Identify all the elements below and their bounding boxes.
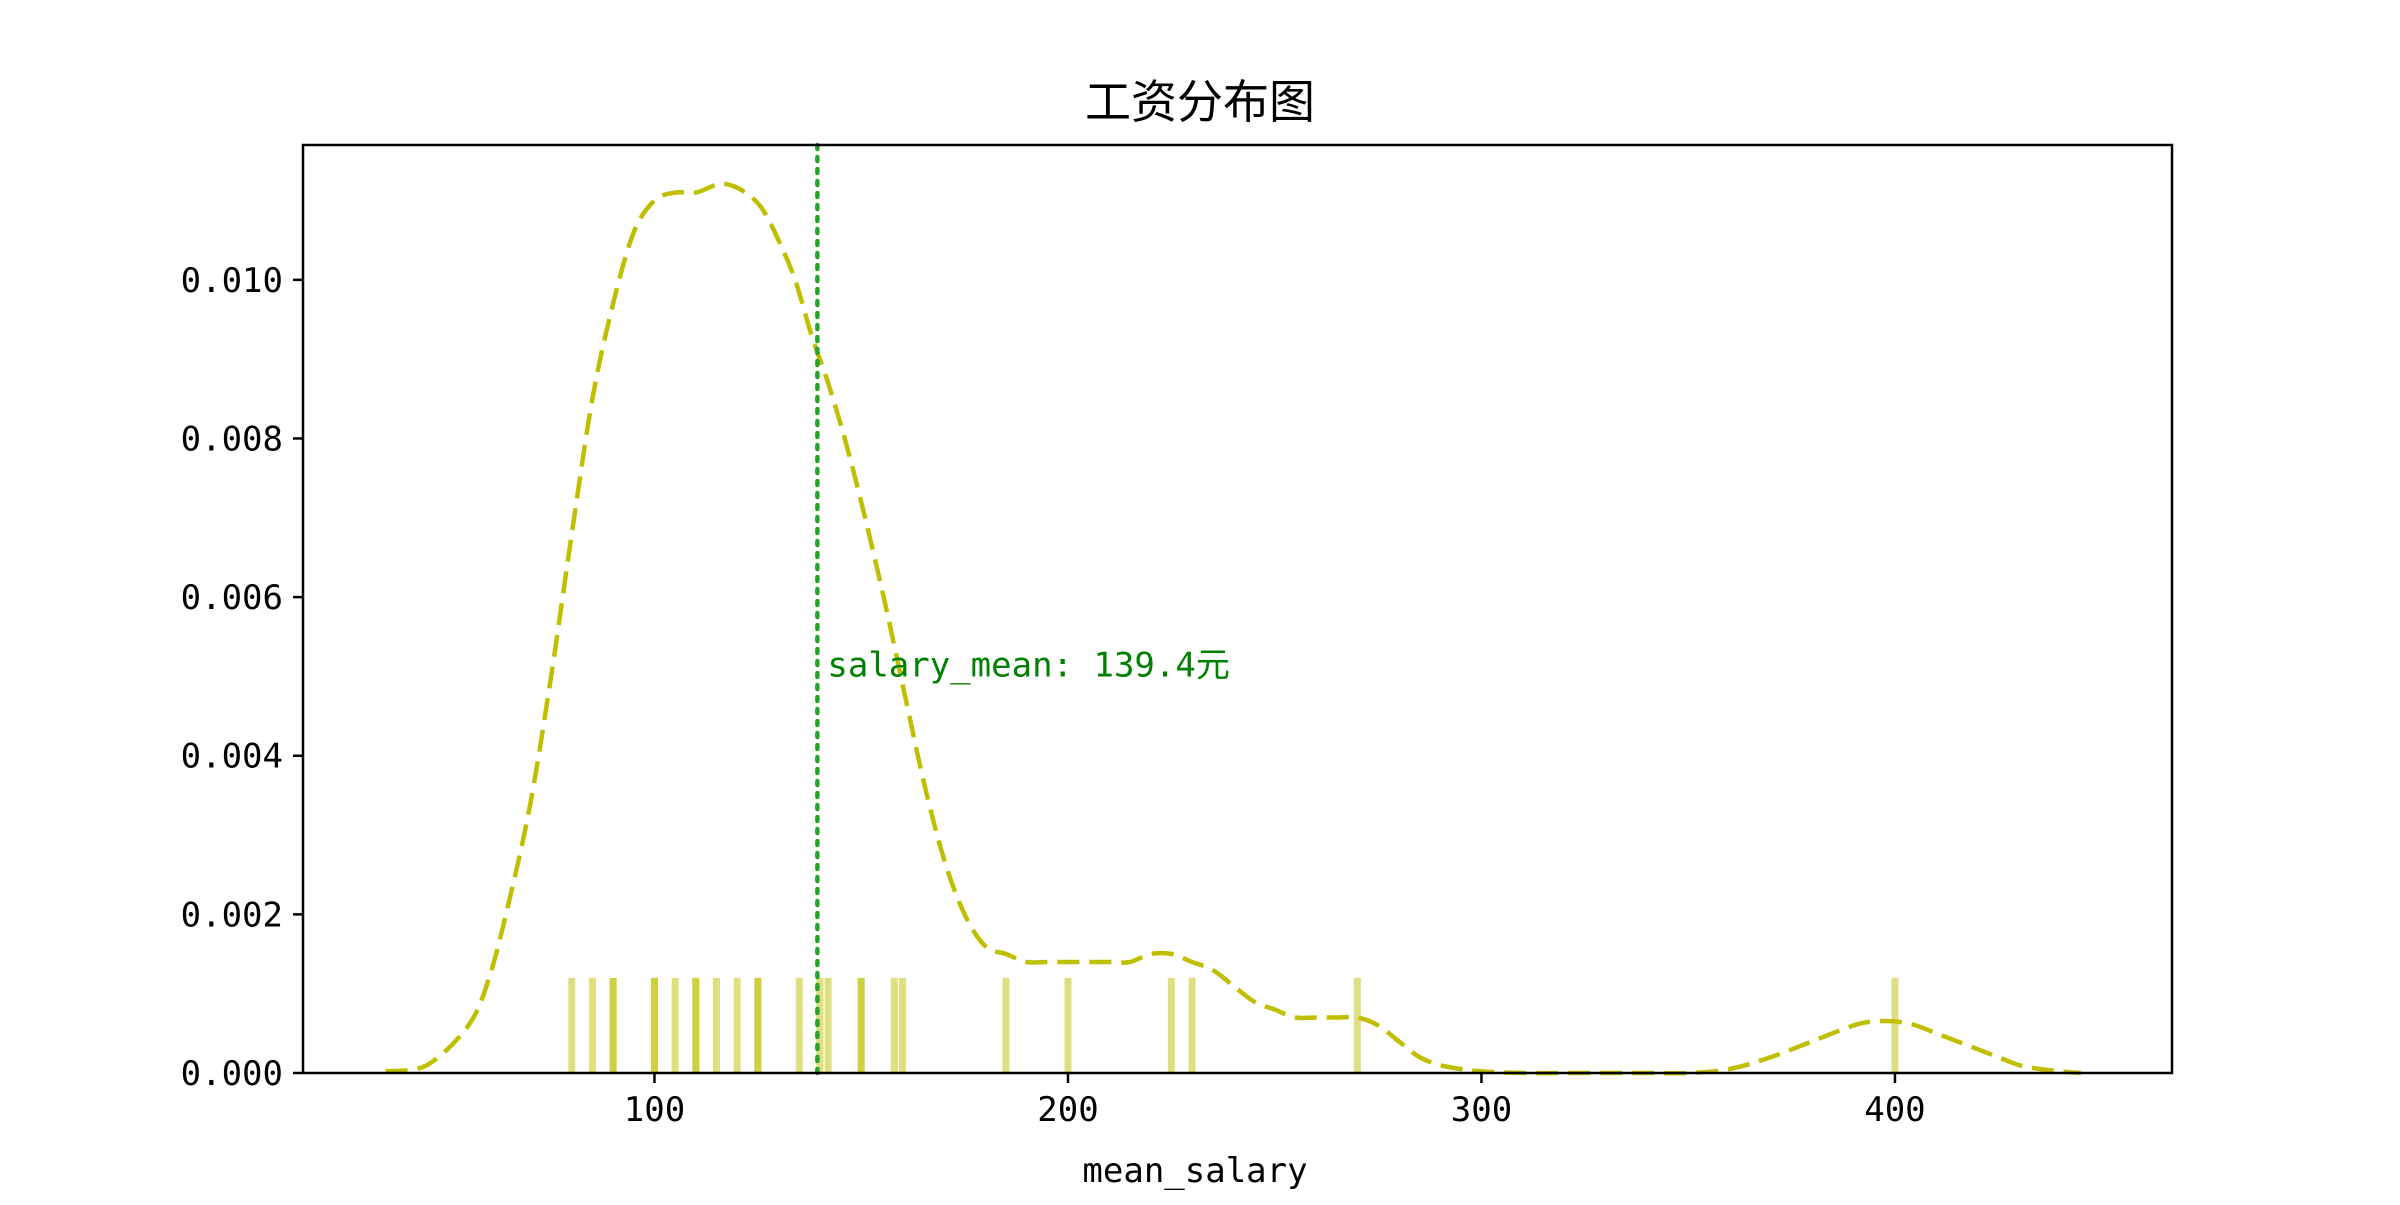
y-tick-label: 0.006 [181, 578, 283, 618]
kde-curve [385, 181, 2082, 1076]
y-tick-label: 0.000 [181, 1054, 283, 1094]
rug-marks [568, 977, 1899, 1073]
kde-curve-group [385, 181, 2082, 1076]
y-tick-label: 0.004 [181, 737, 283, 777]
mean-line-group: salary_mean: 139.4元 [815, 142, 1230, 1076]
x-tick-label: 300 [1451, 1090, 1512, 1130]
y-tick-label: 0.002 [181, 895, 283, 935]
y-tick-label: 0.010 [181, 261, 283, 301]
plot-frame [301, 143, 2174, 1075]
x-tick-label: 100 [624, 1090, 685, 1130]
x-axis-label: mean_salary [1082, 1151, 1307, 1191]
mean-annotation: salary_mean: 139.4元 [827, 645, 1229, 685]
chart-title: 工资分布图 [1085, 75, 1315, 129]
x-tick-label: 200 [1037, 1090, 1098, 1130]
x-tick-label: 400 [1864, 1090, 1925, 1130]
axes-group: 100 200 300 400 0.000 0.002 0.004 0.006 0.008 0.0… [181, 143, 2174, 1130]
y-tick-label: 0.008 [181, 419, 283, 459]
